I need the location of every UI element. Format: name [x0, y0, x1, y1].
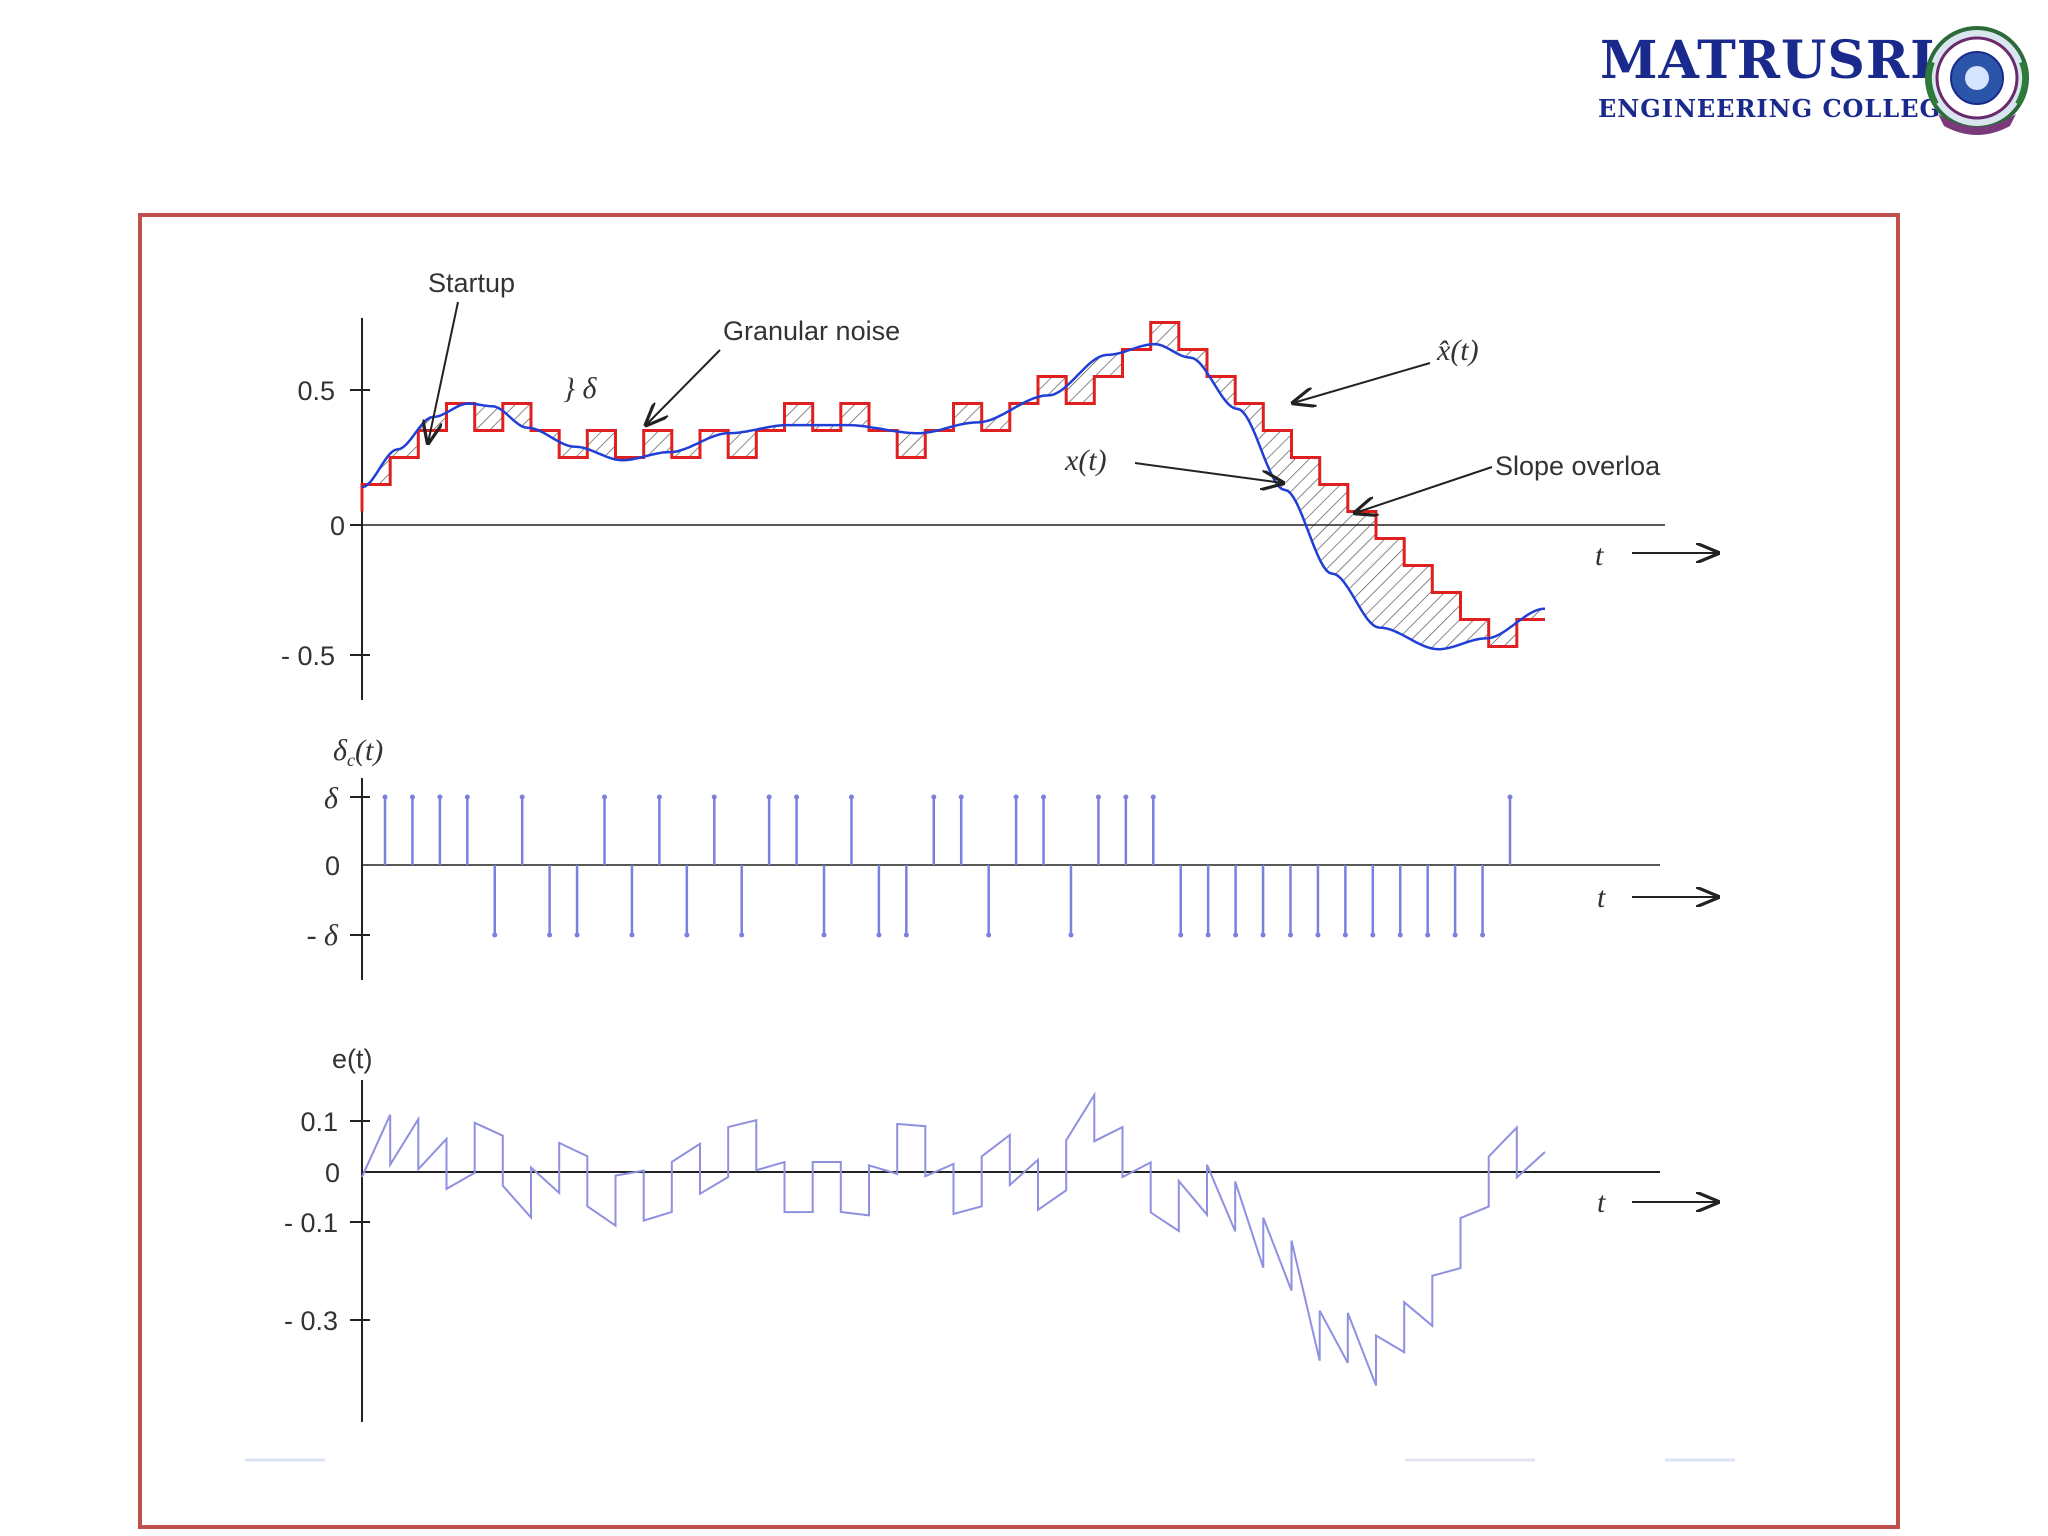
pulse-tip — [1480, 932, 1486, 938]
pulse-tip — [684, 932, 690, 938]
pulse-tip — [848, 794, 854, 800]
pulse-tip — [986, 932, 992, 938]
staircase-estimate-line — [360, 321, 1545, 648]
figure-frame — [138, 213, 1900, 1529]
bottom-tick-label-01: 0.1 — [300, 1107, 338, 1137]
pulse-tip — [492, 932, 498, 938]
pulse-tip — [1233, 932, 1239, 938]
top-tick-label-neg05: - 0.5 — [281, 641, 335, 671]
pulse-tip — [1123, 794, 1129, 800]
logo-subtitle: ENGINEERING COLLEGE — [1598, 94, 1961, 123]
estimate-label: x̂(t) — [1436, 334, 1479, 367]
step-size-label: } δ — [563, 372, 597, 405]
granular-noise-label: Granular noise — [723, 316, 900, 346]
pulse-tip — [1178, 932, 1184, 938]
pulse-tip — [1287, 932, 1293, 938]
top-time-label: t — [1595, 539, 1604, 572]
middle-ylabel: δc(t) — [333, 734, 383, 770]
middle-tick-label-neg-delta: - δ — [307, 919, 339, 952]
middle-panel: δc(t) δ 0 - δ t — [307, 734, 1718, 980]
pulse-tip — [794, 794, 800, 800]
pulse-tip — [1150, 794, 1156, 800]
error-signal-line — [361, 1091, 1546, 1386]
middle-time-label: t — [1597, 881, 1606, 914]
top-tick-label-05: 0.5 — [297, 376, 335, 406]
middle-tick-label-delta: δ — [324, 782, 339, 815]
pulse-tip — [464, 794, 470, 800]
pulse-tip — [519, 794, 525, 800]
signal-curve — [361, 342, 1546, 651]
pulse-tip — [739, 932, 745, 938]
top-panel: 0.5 0 - 0.5 Startup Granular noise } δ x… — [281, 268, 1718, 700]
pulse-tip — [958, 794, 964, 800]
bottom-ylabel: e(t) — [332, 1044, 373, 1074]
pulse-tip — [574, 932, 580, 938]
logo-name: MATRUSRI — [1600, 30, 1936, 91]
pulse-tip — [1095, 794, 1101, 800]
pulse-tip — [437, 794, 443, 800]
pulse-train — [382, 794, 1513, 938]
pulse-tip — [1425, 932, 1431, 938]
bottom-tick-label-0: 0 — [325, 1158, 340, 1188]
pulse-tip — [547, 932, 553, 938]
startup-label: Startup — [428, 268, 515, 298]
granular-noise-arrow — [646, 349, 721, 425]
pulse-tip — [656, 794, 662, 800]
slope-overload-label: Slope overloa — [1495, 451, 1661, 481]
slope-overload-arrow — [1355, 466, 1493, 513]
pulse-tip — [1068, 932, 1074, 938]
middle-ylabel-arg: (t) — [355, 734, 383, 767]
pulse-tip — [1370, 932, 1376, 938]
bottom-tick-label-neg03: - 0.3 — [284, 1306, 338, 1336]
signal-label: x(t) — [1064, 444, 1107, 477]
middle-tick-label-0: 0 — [325, 851, 340, 881]
pulse-tip — [1342, 932, 1348, 938]
pulse-tip — [876, 932, 882, 938]
pulse-tip — [602, 794, 608, 800]
pulse-tip — [382, 794, 388, 800]
pulse-tip — [1452, 932, 1458, 938]
pulse-tip — [1260, 932, 1266, 938]
pulse-tip — [1397, 932, 1403, 938]
pulse-tip — [1507, 794, 1513, 800]
estimate-arrow — [1293, 362, 1431, 403]
bottom-time-label: t — [1597, 1186, 1606, 1219]
pulse-tip — [711, 794, 717, 800]
top-tick-label-0: 0 — [330, 511, 345, 541]
bottom-panel: e(t) 0.1 0 - 0.1 - 0.3 t — [284, 1044, 1718, 1422]
pulse-tip — [629, 932, 635, 938]
pulse-tip — [766, 794, 772, 800]
pulse-tip — [931, 794, 937, 800]
pulse-tip — [1205, 932, 1211, 938]
middle-ylabel-symbol: δ — [333, 734, 348, 767]
pulse-tip — [1013, 794, 1019, 800]
middle-ylabel-sub: c — [347, 750, 355, 770]
college-logo: MATRUSRI ENGINEERING COLLEGE — [1590, 22, 2040, 142]
pulse-tip — [409, 794, 415, 800]
pulse-tip — [821, 932, 827, 938]
bottom-tick-label-neg01: - 0.1 — [284, 1208, 338, 1238]
pulse-tip — [1041, 794, 1047, 800]
signal-arrow — [1134, 462, 1283, 483]
college-seal-icon — [1925, 26, 2029, 135]
pulse-tip — [903, 932, 909, 938]
startup-arrow — [428, 301, 459, 443]
error-hatch-area — [362, 322, 1545, 650]
pulse-tip — [1315, 932, 1321, 938]
